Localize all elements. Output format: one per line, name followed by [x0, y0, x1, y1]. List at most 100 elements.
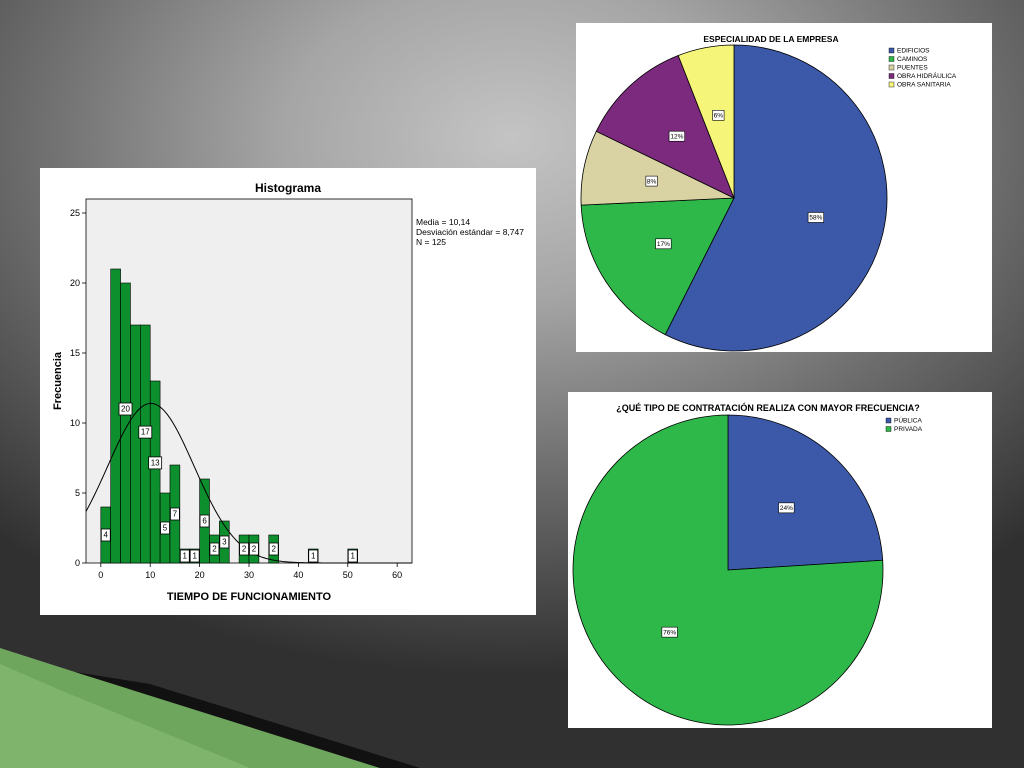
bar-label-box	[148, 456, 163, 470]
bar-label-box	[118, 402, 133, 416]
bar-label: 1	[183, 552, 188, 561]
legend-label: PUENTES	[897, 65, 928, 72]
histogram-bar	[130, 324, 141, 564]
bar-label-box	[170, 507, 180, 521]
normal-curve	[85, 402, 412, 564]
y-tick-label: 5	[75, 488, 80, 498]
y-tick-label: 25	[70, 208, 80, 218]
pie-contratacion-slices	[572, 414, 884, 726]
bar-label-box	[189, 549, 200, 563]
legend-swatch	[885, 426, 892, 432]
bar-label: 2	[252, 545, 257, 554]
pie-especialidad-slices	[580, 44, 888, 352]
x-tick-label: 30	[244, 570, 254, 580]
green-ribbon-highlight	[0, 664, 250, 768]
legend-label: PÚBLICA	[894, 416, 922, 425]
bar-label-box	[308, 549, 319, 563]
x-tick-label: 0	[98, 570, 103, 580]
legend-swatch	[888, 81, 895, 88]
pie-especialidad-labels: 58% 17% 8% 12% 6%	[645, 110, 824, 250]
legend-label: CAMINOS	[897, 56, 928, 63]
bar-label: 6	[202, 517, 207, 526]
histogram-x-label: TIEMPO DE FUNCIONAMIENTO	[167, 591, 332, 603]
pie-slice	[595, 55, 735, 199]
x-tick-label: 50	[343, 570, 353, 580]
bar-label-box	[138, 425, 153, 439]
bar-label-box	[268, 542, 279, 556]
slice-label-box	[661, 626, 678, 638]
slice-label-box	[645, 175, 658, 187]
pie-contratacion-chart: ¿QUÉ TIPO DE CONTRATACIÓN REALIZA CON MA…	[572, 402, 923, 726]
slice-label: 76%	[663, 629, 676, 636]
histogram-title: Histograma	[255, 181, 321, 195]
slice-label-box	[712, 110, 725, 121]
bar-label-box	[160, 521, 170, 535]
legend-label: OBRA SANITARIA	[897, 82, 951, 89]
pie-especialidad-panel: ESPECIALIDAD DE LA EMPRESA 58% 17% 8% 12% 6%…	[576, 23, 992, 352]
pie-contratacion-panel: ¿QUÉ TIPO DE CONTRATACIÓN REALIZA CON MA…	[568, 392, 992, 728]
pie-slice	[572, 414, 884, 726]
bar-label: 3	[222, 538, 227, 547]
x-tick-label: 20	[195, 570, 205, 580]
bar-label-box	[179, 549, 190, 563]
slice-label-box	[655, 238, 672, 250]
bar-label: 17	[141, 428, 150, 437]
pie-contratacion-title: ¿QUÉ TIPO DE CONTRATACIÓN REALIZA CON MA…	[616, 402, 920, 413]
x-tick-label: 10	[145, 570, 155, 580]
dark-ribbon	[75, 672, 420, 768]
bar-label-box	[219, 535, 230, 549]
slice-label: 6%	[714, 113, 724, 120]
bar-label: 2	[212, 545, 217, 554]
bar-label-box	[347, 549, 358, 563]
slice-label-box	[807, 212, 824, 223]
histogram-y-ticks: 0 5 10 15 20 25	[70, 208, 86, 568]
stat-std: Desviación estándar = 8,747	[416, 227, 524, 237]
bar-label-box	[239, 542, 249, 556]
slice-label-box	[778, 502, 795, 514]
bar-label: 4	[104, 531, 109, 540]
bar-label: 2	[271, 545, 276, 554]
bar-label: 2	[242, 545, 247, 554]
pie-slice	[727, 414, 884, 571]
x-tick-label: 40	[293, 570, 303, 580]
histogram-panel: Histograma 0 5 10 15 20 25 0 10 20 30 40 50 60 4 20 1…	[40, 168, 536, 615]
bar-label: 5	[163, 524, 168, 533]
histogram-bar	[110, 268, 121, 564]
pie-slice	[677, 44, 735, 199]
bar-label: 1	[351, 552, 356, 561]
slice-label: 58%	[809, 215, 822, 222]
bar-label-box	[100, 528, 111, 542]
y-tick-label: 0	[75, 558, 80, 568]
bar-label: 1	[311, 552, 316, 561]
bar-label: 7	[173, 510, 178, 519]
slice-label: 12%	[670, 133, 683, 140]
slice-label-box	[668, 130, 685, 142]
x-tick-label: 60	[392, 570, 402, 580]
legend-label: OBRA HIDRÁULICA	[897, 71, 957, 80]
bar-label: 1	[192, 552, 197, 561]
slice-label: 24%	[780, 505, 793, 512]
y-tick-label: 10	[70, 418, 80, 428]
legend-swatch	[888, 73, 895, 79]
legend-swatch	[888, 64, 895, 71]
legend-swatch	[888, 47, 895, 54]
y-tick-label: 20	[70, 278, 80, 288]
bar-label-box	[199, 514, 210, 528]
bar-label-box	[209, 542, 220, 556]
slice-label: 8%	[647, 178, 657, 185]
pie-contratacion-labels: 24% 76%	[661, 502, 795, 638]
y-tick-label: 15	[70, 348, 80, 358]
histogram-x-ticks: 0 10 20 30 40 50 60	[98, 563, 402, 580]
legend-label: EDIFICIOS	[897, 48, 930, 55]
histogram-bar	[149, 380, 161, 564]
slice-label: 17%	[657, 241, 670, 248]
pie-slice	[664, 44, 888, 352]
histogram-y-label: Frecuencia	[52, 351, 64, 410]
legend-swatch	[885, 417, 892, 424]
bar-label: 20	[121, 405, 130, 414]
